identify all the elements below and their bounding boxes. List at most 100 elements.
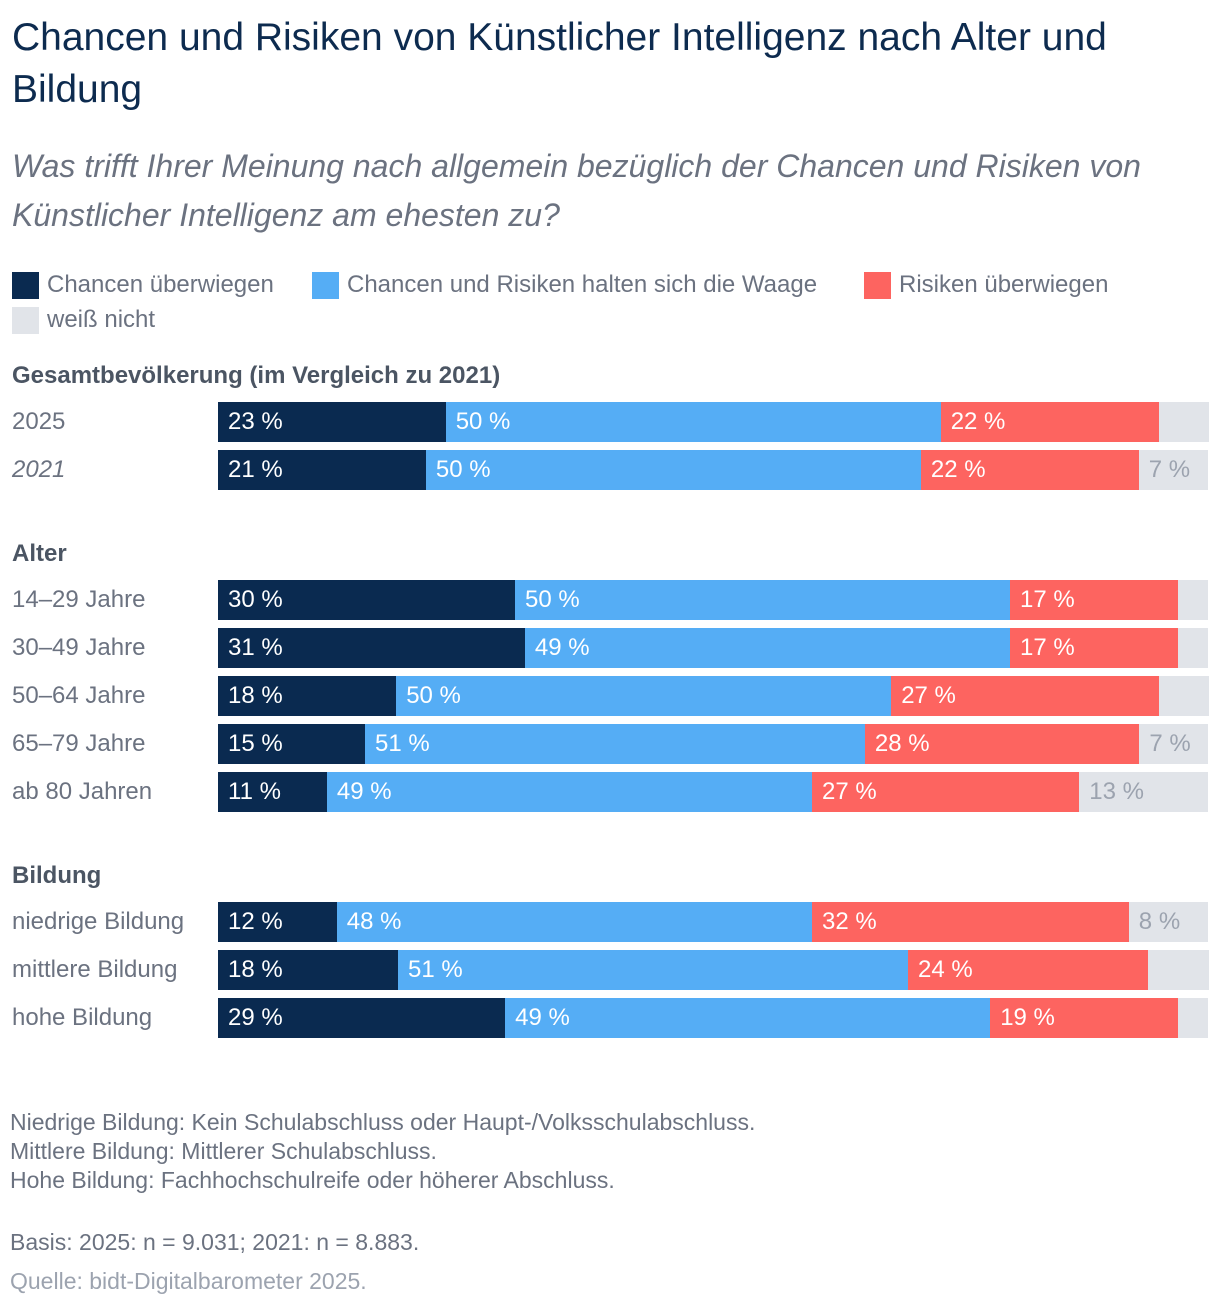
data-label: 15 %: [228, 730, 283, 757]
data-label: 49 %: [534, 634, 590, 661]
data-label: 49 %: [336, 778, 392, 805]
basis-note: Basis: 2025: n = 9.031; 2021: n = 8.883.: [10, 1229, 420, 1255]
row-label: 14–29 Jahre: [12, 586, 146, 613]
data-label: 51 %: [375, 730, 430, 757]
legend-swatch-chancen: [12, 271, 39, 299]
footnotes: Niedrige Bildung: Kein Schulabschluss od…: [10, 1108, 755, 1195]
row-label: 50–64 Jahre: [12, 682, 146, 709]
legend-item-weiss-nicht: weiß nicht: [12, 305, 155, 335]
bar-segment-waage: [425, 450, 922, 490]
bar-segment-risiken: [812, 902, 1130, 942]
data-label: 8 %: [1138, 908, 1181, 935]
bar-segment-chancen: [218, 998, 506, 1038]
data-label: 7 %: [1148, 456, 1191, 483]
group-title: Gesamtbevölkerung (im Vergleich zu 2021): [12, 362, 501, 389]
bar-segment-risiken: [1010, 628, 1179, 668]
bar-row: 15 % 51 % 28 % 7 %: [218, 724, 1209, 764]
data-label: 27 %: [822, 778, 877, 805]
bar-segment-risiken: [812, 772, 1080, 812]
bar-row: 23 % 50 % 22 %: [218, 402, 1209, 442]
bar-row: 29 % 49 % 19 %: [218, 998, 1209, 1038]
data-label: 18 %: [228, 682, 283, 709]
data-label: 32 %: [822, 908, 877, 935]
data-label: 12 %: [228, 908, 283, 935]
data-label: 51 %: [408, 956, 463, 983]
data-label: 50 %: [435, 456, 491, 483]
bar-segment-weiss-nicht: [1148, 950, 1209, 990]
bar-segment-waage: [396, 676, 892, 716]
data-label: 31 %: [228, 634, 283, 661]
data-label: 50 %: [455, 408, 511, 435]
chart-title: Chancen und Risiken von Künstlicher Inte…: [12, 16, 1107, 111]
bar-segment-waage: [515, 580, 1011, 620]
bar-segment-chancen: [218, 628, 526, 668]
row-label: niedrige Bildung: [12, 908, 185, 935]
bar-segment-chancen: [218, 950, 399, 990]
bar-segment-chancen: [218, 676, 397, 716]
bar-segment-risiken: [920, 450, 1140, 490]
row-label: 2025: [12, 408, 66, 435]
data-label: 22 %: [930, 456, 986, 483]
legend-swatch-risiken: [864, 271, 891, 299]
bar-row: 21 % 50 % 22 % 7 %: [218, 450, 1209, 490]
data-label: 27 %: [901, 682, 956, 709]
data-label: 22 %: [950, 408, 1006, 435]
bar-segment-weiss-nicht: [1178, 628, 1209, 668]
bar-row: 18 % 50 % 27 %: [218, 676, 1209, 716]
data-label: 48 %: [346, 908, 402, 935]
source-note: Quelle: bidt-Digitalbarometer 2025.: [10, 1268, 367, 1294]
bar-segment-chancen: [218, 580, 516, 620]
bar-segment-risiken: [1010, 580, 1179, 620]
bar-segment-risiken: [864, 724, 1140, 764]
footnote-niedrige-bildung: Niedrige Bildung: Kein Schulabschluss od…: [10, 1109, 756, 1135]
legend-label-chancen: Chancen überwiegen: [47, 271, 274, 298]
bar-segment-waage: [398, 950, 909, 990]
bar-segment-waage: [326, 772, 813, 812]
data-label: 17 %: [1020, 634, 1075, 661]
bar-segment-risiken: [908, 950, 1149, 990]
data-label: 21 %: [228, 456, 283, 483]
data-label: 17 %: [1020, 586, 1075, 613]
bar-segment-chancen: [218, 902, 338, 942]
bar-segment-waage: [524, 628, 1011, 668]
data-label: 18 %: [228, 956, 283, 983]
legend-swatch-waage: [312, 271, 339, 299]
bar-row: 11 % 49 % 27 % 13 %: [218, 772, 1209, 812]
bar-row: 31 % 49 % 17 %: [218, 628, 1209, 668]
bar-row: 30 % 50 % 17 %: [218, 580, 1209, 620]
data-label: 50 %: [525, 586, 580, 613]
legend-item-waage: Chancen und Risiken halten sich die Waag…: [312, 270, 817, 300]
bar-segment-weiss-nicht: [1139, 724, 1209, 764]
row-label: ab 80 Jahren: [12, 778, 153, 805]
legend-item-risiken: Risiken überwiegen: [864, 270, 1108, 300]
bar-segment-weiss-nicht: [1178, 580, 1209, 620]
legend-label-weiss-nicht: weiß nicht: [47, 306, 156, 333]
bar-segment-chancen: [218, 724, 366, 764]
bar-segment-risiken: [990, 998, 1179, 1038]
row-label: 65–79 Jahre: [12, 730, 146, 757]
bar-segment-chancen: [218, 450, 427, 490]
bar-segment-weiss-nicht: [1128, 902, 1209, 942]
group-title: Alter: [12, 540, 67, 567]
row-label: 30–49 Jahre: [12, 634, 146, 661]
data-label: 19 %: [1000, 1004, 1055, 1031]
row-label: mittlere Bildung: [12, 956, 178, 983]
data-label: 50 %: [406, 682, 461, 709]
data-label: 30 %: [228, 586, 283, 613]
bar-row: 12 % 48 % 32 % 8 %: [218, 902, 1209, 942]
bar-segment-waage: [445, 402, 942, 442]
legend-label-waage: Chancen und Risiken halten sich die Waag…: [347, 271, 818, 298]
data-label: 13 %: [1089, 778, 1144, 805]
bar-segment-risiken: [891, 676, 1159, 716]
bar-segment-weiss-nicht: [1079, 772, 1209, 812]
chart-subtitle: Was trifft Ihrer Meinung nach allgemein …: [12, 148, 1141, 233]
bar-row: 18 % 51 % 24 %: [218, 950, 1209, 990]
bar-segment-weiss-nicht: [1158, 402, 1209, 442]
bar-segment-waage: [505, 998, 991, 1038]
bar-segment-weiss-nicht: [1158, 676, 1209, 716]
footnote-hohe-bildung: Hohe Bildung: Fachhochschulreife oder hö…: [10, 1167, 615, 1193]
legend-item-chancen: Chancen überwiegen: [12, 270, 274, 300]
legend-label-risiken: Risiken überwiegen: [899, 271, 1109, 298]
data-label: 11 %: [228, 778, 281, 805]
bar-segment-risiken: [940, 402, 1159, 442]
